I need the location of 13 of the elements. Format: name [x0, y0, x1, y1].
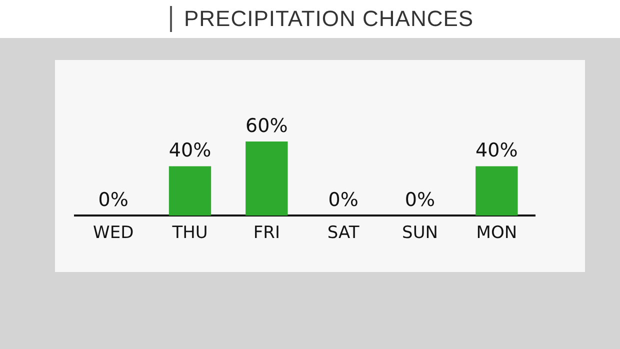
chart-title: PRECIPITATION CHANCES	[184, 6, 474, 32]
x-tick-label: MON	[476, 223, 518, 244]
data-label: 0%	[328, 189, 358, 212]
data-label: 40%	[168, 140, 212, 162]
data-label: 0%	[98, 189, 128, 212]
x-tick-label: SAT	[327, 223, 360, 244]
data-label: 0%	[404, 189, 436, 212]
data-label: 40%	[476, 140, 518, 162]
x-tick-label: WED	[93, 223, 134, 244]
x-tick-label: THU	[171, 223, 208, 244]
x-tick-label: SUN	[402, 223, 438, 244]
x-tick-label: FRI	[253, 223, 280, 244]
data-label: 60%	[246, 114, 288, 137]
